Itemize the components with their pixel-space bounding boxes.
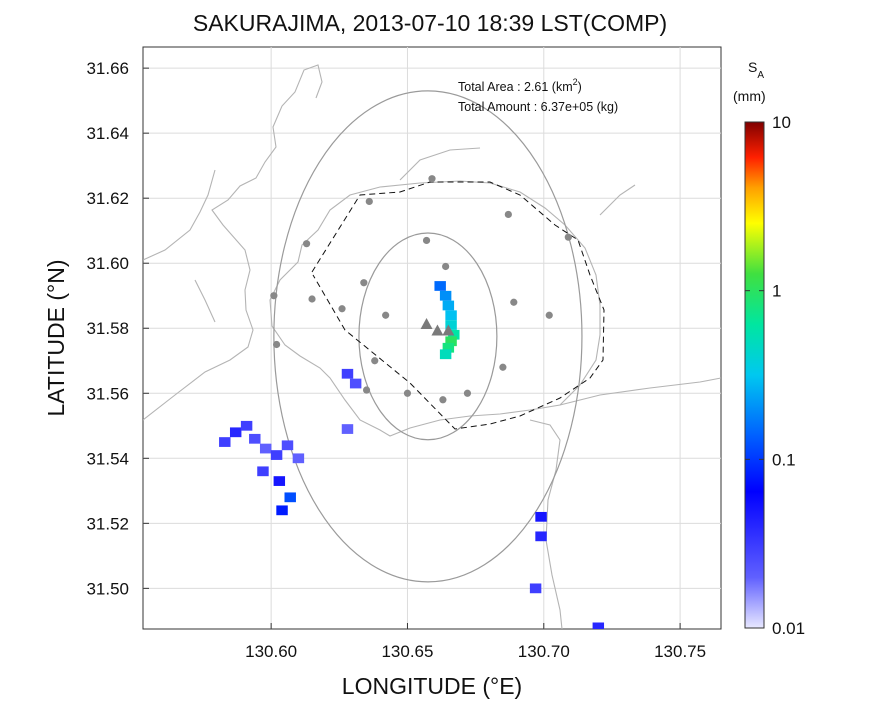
station-marker xyxy=(439,396,447,404)
station-marker xyxy=(338,305,346,313)
ash-fall-cell xyxy=(281,440,294,451)
station-marker xyxy=(463,389,472,397)
ash-fall-cell xyxy=(249,433,261,444)
plot-area xyxy=(142,46,722,630)
ash-fall-cell xyxy=(434,281,446,291)
grid-lines xyxy=(143,47,721,629)
colorbar-tick-label: 10 xyxy=(772,113,791,132)
station-marker xyxy=(504,210,512,219)
ash-fall-cell xyxy=(535,531,547,542)
station-marker xyxy=(422,236,431,245)
ash-fall-cell xyxy=(257,466,269,477)
y-tick-label: 31.54 xyxy=(86,449,129,468)
ash-fall-cell xyxy=(442,300,455,311)
range-circles xyxy=(273,90,583,583)
ash-fall-cell xyxy=(292,453,305,464)
range-circle xyxy=(273,90,583,583)
x-tick-label: 130.60 xyxy=(245,642,297,661)
island-boundary-dashed xyxy=(311,181,605,430)
y-tick-label: 31.60 xyxy=(86,254,129,273)
station-marker xyxy=(428,175,436,183)
y-tick-label: 31.52 xyxy=(86,514,129,533)
station-marker xyxy=(360,279,368,287)
x-axis-ticks: 130.60 130.65 130.70 130.75 xyxy=(245,623,706,661)
y-tick-label: 31.66 xyxy=(86,59,129,78)
ash-fall-cell xyxy=(439,349,452,360)
station-marker xyxy=(442,262,450,271)
ash-fall-cell xyxy=(240,420,253,431)
station-marker xyxy=(545,311,553,319)
ash-fall-cell xyxy=(276,505,288,516)
ash-fall-cell xyxy=(535,511,547,522)
y-tick-label: 31.62 xyxy=(86,189,129,208)
coastline-south xyxy=(529,419,563,629)
ash-fall-cell xyxy=(349,378,362,389)
colorbar-tick-label: 1 xyxy=(772,282,781,301)
x-axis-label: LONGITUDE (°E) xyxy=(342,673,522,699)
ash-fall-cell xyxy=(592,622,605,629)
ash-fall-cell xyxy=(259,443,272,454)
y-tick-label: 31.56 xyxy=(86,384,129,403)
station-marker xyxy=(302,240,311,248)
colorbar-unit: (mm) xyxy=(733,88,766,104)
station-marker xyxy=(564,233,572,241)
ash-fall-cell xyxy=(445,310,457,321)
y-tick-label: 31.58 xyxy=(86,319,129,338)
x-tick-label: 130.75 xyxy=(654,642,706,661)
ash-fall-cell xyxy=(442,342,455,353)
station-marker xyxy=(499,363,507,371)
ash-fall-cell xyxy=(445,336,457,347)
stations-layer xyxy=(270,175,572,404)
ash-fall-cell xyxy=(284,492,296,503)
station-marker xyxy=(510,298,518,306)
vent-marker xyxy=(431,324,444,336)
station-marker xyxy=(272,340,281,349)
chart-title: SAKURAJIMA, 2013-07-10 18:39 LST(COMP) xyxy=(193,10,667,36)
coastline-west xyxy=(143,169,216,261)
colorbar-label: SA xyxy=(748,59,764,81)
ash-fall-cell xyxy=(219,437,231,447)
total-area-annotation: Total Area : 2.61 (km2) xyxy=(458,77,582,94)
y-axis-ticks: 31.50 31.52 31.54 31.56 31.58 31.60 31.62 31.64… xyxy=(86,59,149,598)
station-marker xyxy=(371,357,379,365)
ash-fall-cell xyxy=(341,368,354,379)
y-tick-label: 31.50 xyxy=(86,579,129,598)
station-marker xyxy=(382,311,390,319)
colorbar-gradient xyxy=(744,121,765,629)
ash-fall-cell xyxy=(229,427,242,438)
coastline-north xyxy=(399,147,481,181)
ash-fall-cell xyxy=(529,583,542,594)
coastline-osumi xyxy=(559,377,721,406)
ash-fall-cell xyxy=(341,424,354,434)
ash-fall-cell xyxy=(445,320,457,330)
colorbar: SA (mm) 10 1 0.1 0.01 xyxy=(733,59,805,638)
station-marker xyxy=(403,389,412,397)
range-circle xyxy=(358,232,498,441)
total-amount-annotation: Total Amount : 6.37e+05 (kg) xyxy=(458,100,618,114)
station-marker xyxy=(362,386,371,394)
kagoshima-coastline xyxy=(143,64,323,421)
x-tick-label: 130.70 xyxy=(518,642,570,661)
station-marker xyxy=(308,295,316,303)
ash-fall-cell xyxy=(270,450,283,460)
coastline-dash xyxy=(194,279,216,323)
station-marker xyxy=(365,197,373,206)
colorbar-ticks: 10 1 0.1 0.01 xyxy=(745,113,805,638)
vents-layer xyxy=(420,317,455,336)
ash-fall-cell xyxy=(439,290,452,301)
coastline-layer xyxy=(143,64,721,629)
coastline-ne xyxy=(599,184,636,216)
vent-marker xyxy=(442,324,455,336)
x-tick-label: 130.65 xyxy=(381,642,433,661)
y-tick-label: 31.64 xyxy=(86,124,129,143)
vent-marker xyxy=(420,317,433,329)
total-area-superscript: 2 xyxy=(573,77,578,87)
colorbar-tick-label: 0.1 xyxy=(772,450,796,469)
y-axis-label: LATITUDE (°N) xyxy=(43,260,69,417)
sakurajima-coastline xyxy=(269,180,601,437)
ash-fall-cell xyxy=(273,476,286,486)
colorbar-tick-label: 0.01 xyxy=(772,619,805,638)
station-marker xyxy=(270,292,278,300)
